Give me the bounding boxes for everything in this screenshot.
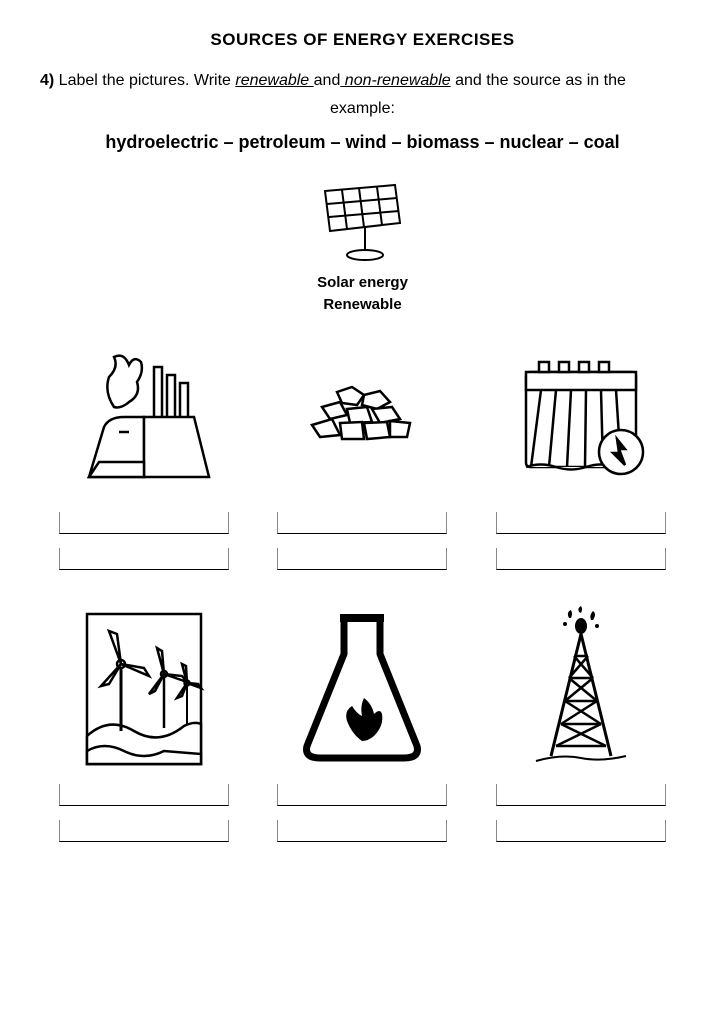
solar-panel-icon (315, 183, 410, 263)
oil-rig-icon (521, 606, 641, 771)
answer-input[interactable] (277, 820, 447, 842)
answer-input[interactable] (59, 784, 229, 806)
grid-cell (50, 614, 238, 856)
example-block: Solar energy Renewable (40, 183, 685, 317)
answer-input[interactable] (496, 548, 666, 570)
answer-input[interactable] (277, 512, 447, 534)
answer-input[interactable] (496, 784, 666, 806)
wind-turbines-icon (79, 606, 209, 771)
instructions: 4) Label the pictures. Write renewable a… (40, 68, 685, 94)
hydro-dam-icon (511, 347, 651, 487)
worksheet-title: SOURCES OF ENERGY EXERCISES (40, 30, 685, 50)
answer-input[interactable] (277, 784, 447, 806)
grid-cell (487, 614, 675, 856)
example-label1: Solar energy (40, 272, 685, 295)
coal-pile-icon (292, 367, 432, 467)
word-bank: hydroelectric – petroleum – wind – bioma… (40, 132, 685, 153)
question-number: 4) (40, 72, 54, 89)
answer-input[interactable] (496, 820, 666, 842)
exercise-grid (40, 342, 685, 856)
biomass-flask-icon (292, 606, 432, 771)
grid-cell (50, 342, 238, 584)
grid-cell (487, 342, 675, 584)
example-label2: Renewable (40, 294, 685, 317)
answer-input[interactable] (277, 548, 447, 570)
grid-cell (268, 342, 456, 584)
instruction-line2: example: (40, 100, 685, 118)
nuclear-plant-icon (69, 347, 219, 487)
grid-cell (268, 614, 456, 856)
answer-input[interactable] (496, 512, 666, 534)
answer-input[interactable] (59, 548, 229, 570)
answer-input[interactable] (59, 512, 229, 534)
answer-input[interactable] (59, 820, 229, 842)
